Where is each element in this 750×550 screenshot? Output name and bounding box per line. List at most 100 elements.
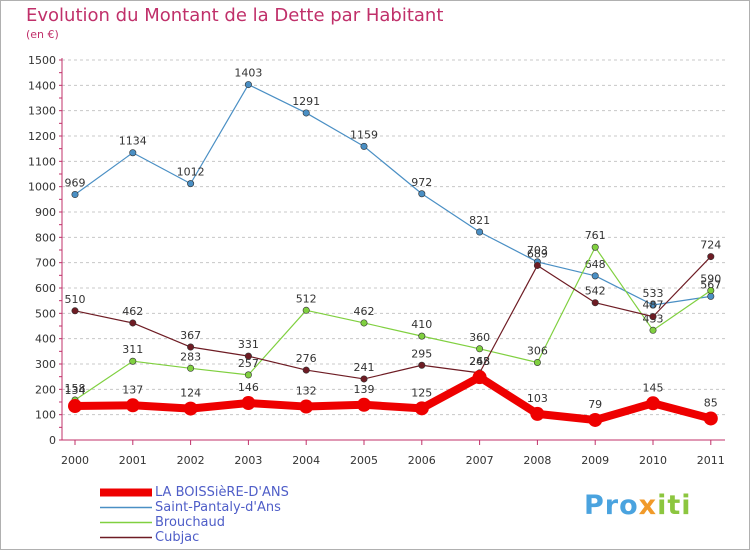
data-point — [418, 332, 426, 340]
data-point — [476, 228, 484, 236]
data-point — [707, 292, 715, 300]
proxiti-logo: Proxiti — [584, 490, 692, 521]
y-tick-label: 1200 — [28, 130, 56, 143]
legend-label-1: LA BOISSièRE-D'ANS — [155, 485, 289, 500]
x-tick-label: 2003 — [234, 454, 262, 467]
data-point — [71, 191, 79, 199]
data-label: 1291 — [292, 95, 320, 108]
data-point — [530, 406, 545, 421]
data-point — [588, 412, 603, 427]
y-tick-label: 1300 — [28, 105, 56, 118]
data-point — [125, 398, 140, 413]
y-tick-label: 1400 — [28, 79, 56, 92]
data-point — [707, 287, 715, 295]
legend-label-3: Brouchaud — [155, 515, 226, 530]
x-tick-label: 2009 — [581, 454, 609, 467]
data-label: 276 — [296, 352, 317, 365]
legend-item-3: Brouchaud — [100, 515, 289, 530]
data-label: 462 — [122, 305, 143, 318]
data-label: 367 — [180, 329, 201, 342]
x-tick-label: 2010 — [639, 454, 667, 467]
data-point — [357, 397, 371, 412]
data-point — [129, 319, 137, 327]
data-label: 146 — [238, 381, 259, 394]
data-label: 969 — [65, 177, 86, 190]
legend-item-4: Cubjac — [100, 530, 289, 545]
data-point — [244, 81, 252, 89]
data-label: 821 — [469, 214, 490, 227]
data-point — [649, 326, 657, 334]
y-tick-label: 1100 — [28, 155, 56, 168]
data-label: 533 — [643, 287, 664, 300]
y-tick-label: 200 — [35, 383, 56, 396]
y-tick-label: 800 — [35, 231, 56, 244]
data-label: 85 — [704, 396, 718, 409]
chart-subtitle: (en €) — [26, 28, 59, 41]
data-label: 139 — [354, 383, 375, 396]
data-label: 295 — [411, 347, 432, 360]
x-tick-label: 2006 — [408, 454, 436, 467]
data-label: 761 — [585, 229, 606, 242]
data-point — [360, 142, 368, 150]
data-label: 248 — [469, 355, 490, 368]
data-point — [360, 375, 368, 383]
data-label: 1159 — [350, 128, 378, 141]
y-tick-label: 900 — [35, 206, 56, 219]
data-label: 134 — [65, 384, 86, 397]
data-label: 689 — [527, 247, 548, 260]
data-label: 972 — [411, 176, 432, 189]
data-point — [591, 299, 599, 307]
data-point — [302, 109, 310, 117]
data-label: 703 — [527, 244, 548, 257]
data-label: 360 — [469, 331, 490, 344]
series-2: 969 1134 1012 1403 1291 1159 972 821 703 648 533 56… — [65, 67, 721, 309]
data-label: 590 — [700, 273, 721, 286]
legend-swatch-1 — [100, 488, 152, 497]
y-tick-label: 700 — [35, 257, 56, 270]
data-point — [418, 361, 426, 369]
data-label: 306 — [527, 344, 548, 357]
data-point — [71, 307, 79, 315]
x-tick-label: 2000 — [61, 454, 89, 467]
data-label: 462 — [354, 305, 375, 318]
y-tick-label: 100 — [35, 409, 56, 422]
legend-swatch-3 — [100, 521, 152, 524]
x-tick-label: 2002 — [177, 454, 205, 467]
data-point — [360, 319, 368, 327]
data-point — [703, 411, 718, 426]
data-point — [707, 253, 715, 261]
data-label: 137 — [122, 383, 143, 396]
legend-label-4: Cubjac — [155, 530, 200, 545]
legend-label-2: Saint-Pantaly-d'Ans — [155, 500, 281, 515]
data-label: 311 — [122, 343, 143, 356]
y-tick-label: 1000 — [28, 181, 56, 194]
data-label: 79 — [588, 398, 602, 411]
data-label: 567 — [700, 278, 721, 291]
x-tick-label: 2008 — [523, 454, 551, 467]
data-label: 125 — [411, 386, 432, 399]
legend-swatch-4 — [100, 536, 152, 539]
data-point — [649, 301, 657, 309]
data-point — [187, 364, 195, 372]
x-tick-label: 2005 — [350, 454, 378, 467]
x-tick-label: 2011 — [697, 454, 725, 467]
data-label: 257 — [238, 357, 259, 370]
series-line — [74, 246, 712, 401]
series-1: 134 137 124 146 132 139 125 248 103 79 145 85 — [65, 355, 718, 427]
data-label: 331 — [238, 338, 259, 351]
legend-item-2: Saint-Pantaly-d'Ans — [100, 500, 289, 515]
data-point — [244, 371, 252, 379]
series-4: 510 462 367 331 276 241 295 265 689 542 487 724 — [65, 239, 721, 383]
data-point — [241, 396, 256, 411]
data-point — [591, 243, 599, 251]
data-point — [68, 399, 82, 414]
data-label: 124 — [180, 387, 201, 400]
legend-swatch-2 — [100, 506, 152, 509]
data-point — [244, 352, 252, 360]
legend-item-1: LA BOISSièRE-D'ANS — [100, 485, 289, 500]
series-line — [74, 256, 712, 380]
data-point — [183, 401, 198, 416]
data-point — [649, 313, 657, 321]
data-point — [129, 357, 137, 365]
y-tick-label: 500 — [35, 307, 56, 320]
